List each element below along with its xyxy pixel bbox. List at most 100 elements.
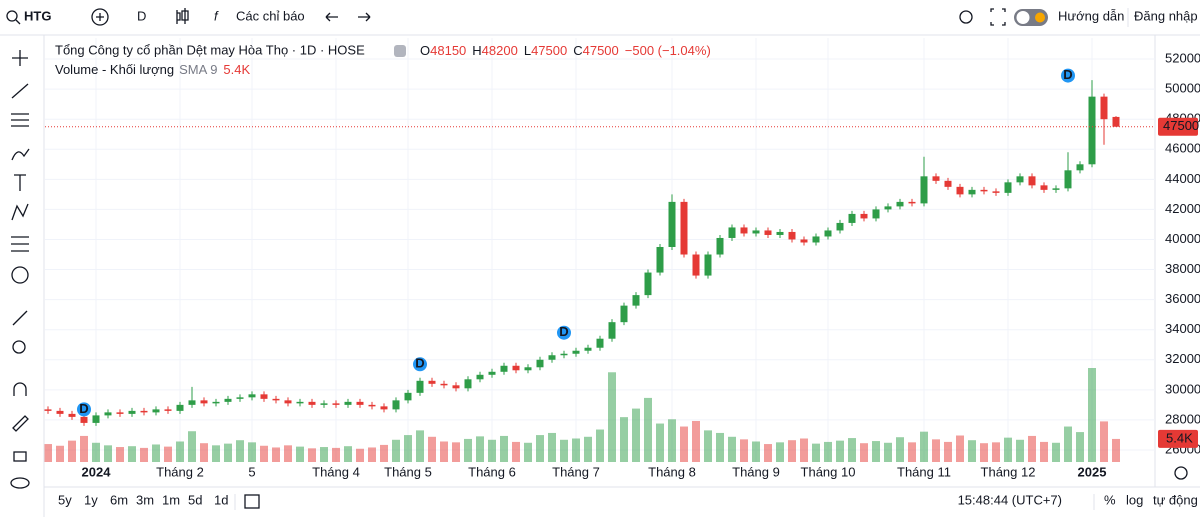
fullscreen-icon[interactable] (990, 8, 1006, 26)
candle-body (608, 322, 616, 339)
candle-body (356, 401, 364, 405)
range-button[interactable]: 5y (58, 492, 72, 507)
interval[interactable]: D (137, 8, 146, 23)
auto-toggle[interactable]: tự động (1153, 492, 1198, 507)
redo[interactable] (358, 12, 371, 22)
candle-body (416, 380, 424, 393)
o-value: 48150 (430, 43, 466, 58)
log-toggle[interactable]: log (1126, 492, 1143, 507)
l-value: 47500 (531, 43, 567, 58)
goto-date[interactable] (244, 494, 260, 509)
search-icon[interactable] (6, 10, 18, 22)
x-tick-label: Tháng 11 (897, 464, 951, 479)
help[interactable]: Hướng dẫn (1058, 8, 1124, 23)
chart-type-icon[interactable] (176, 8, 189, 24)
candle-body (668, 201, 676, 247)
add-icon[interactable] (91, 8, 109, 26)
candle-body (932, 176, 940, 181)
y-tick-label: 34000 (1165, 321, 1200, 336)
candle-body (476, 374, 484, 380)
event-marker (77, 402, 91, 417)
top-bar (0, 0, 1200, 35)
prediction-tool[interactable] (11, 236, 29, 252)
lock-tool[interactable] (13, 451, 27, 462)
login[interactable]: Đăng nhập (1134, 8, 1198, 23)
fx-icon[interactable]: f (214, 8, 219, 23)
candle-body (632, 295, 640, 306)
volume-value: 5.4K (223, 62, 250, 77)
range-button[interactable]: 5d (188, 492, 202, 507)
candle-body (200, 400, 208, 404)
volume-bar (1004, 437, 1012, 462)
candle-body (956, 186, 964, 195)
candle-body (56, 410, 64, 414)
hide-tool[interactable] (10, 477, 30, 489)
candle-body (560, 353, 568, 356)
x-tick-label: 5 (248, 464, 255, 479)
candle-body (176, 404, 184, 411)
measure-tool[interactable] (12, 310, 28, 326)
range-button[interactable]: 1y (84, 492, 98, 507)
volume-bar (404, 435, 412, 462)
candle-body (1052, 188, 1060, 190)
trend-line-tool[interactable] (11, 83, 29, 99)
volume-bar (452, 442, 460, 462)
y-tick-label: 28000 (1165, 411, 1200, 426)
x-tick-label: Tháng 4 (312, 464, 360, 479)
volume-bar (632, 408, 640, 462)
candle-body (968, 189, 976, 195)
volume-bar (812, 443, 820, 462)
volume-bar (224, 443, 232, 462)
volume-title: Volume - Khối lượng (55, 62, 174, 77)
candle-body (860, 213, 868, 219)
settings-icon[interactable] (959, 10, 973, 24)
range-button[interactable]: 1d (214, 492, 228, 507)
candle-body (1076, 164, 1084, 171)
volume-bar (716, 432, 724, 462)
volume-bar (344, 446, 352, 462)
candle-body (572, 350, 580, 354)
crosshair-tool[interactable] (12, 50, 28, 66)
candle-body (344, 401, 352, 405)
candle-body (80, 416, 88, 423)
text-tool[interactable] (14, 174, 26, 191)
candle-body (752, 230, 760, 234)
y-tick-label: 52000 (1165, 50, 1200, 65)
candle-body (596, 338, 604, 348)
range-button[interactable]: 6m (110, 492, 128, 507)
zoom-tool[interactable] (12, 340, 26, 354)
percent-toggle[interactable]: % (1104, 492, 1116, 507)
indicators[interactable]: Các chỉ báo (236, 8, 305, 23)
magnet-tool[interactable] (13, 382, 27, 396)
undo[interactable] (325, 12, 338, 22)
volume-bar (116, 447, 124, 462)
theme-toggle (1016, 11, 1030, 24)
volume-bar (980, 443, 988, 462)
ohlc: O48150 H48200 L47500 C47500 −500 (−1.04%) (420, 43, 711, 58)
volume-bar (392, 439, 400, 462)
volume-bar (656, 423, 664, 462)
brush-tool[interactable] (11, 148, 30, 161)
hide-button[interactable] (394, 45, 406, 57)
range-button[interactable]: 3m (136, 492, 154, 507)
candle-body (1088, 96, 1096, 165)
candle-body (824, 230, 832, 237)
candle-body (728, 227, 736, 238)
lock-drawings[interactable] (12, 415, 29, 432)
candle-body (740, 227, 748, 234)
volume-bar (908, 442, 916, 462)
pattern-tool[interactable] (11, 203, 29, 221)
volume-bar (788, 440, 796, 462)
y-tick-label: 30000 (1165, 381, 1200, 396)
candle-body (236, 397, 244, 399)
volume-bar (824, 441, 832, 462)
volume-bar (296, 446, 304, 462)
icon-tool[interactable] (11, 266, 29, 284)
settings-icon[interactable] (1174, 466, 1188, 480)
symbol[interactable]: HTG (24, 8, 51, 23)
volume-bar (1100, 421, 1108, 462)
candle-body (164, 409, 172, 411)
x-tick-label: Tháng 7 (552, 464, 600, 479)
fib-tool[interactable] (11, 113, 29, 127)
range-button[interactable]: 1m (162, 492, 180, 507)
